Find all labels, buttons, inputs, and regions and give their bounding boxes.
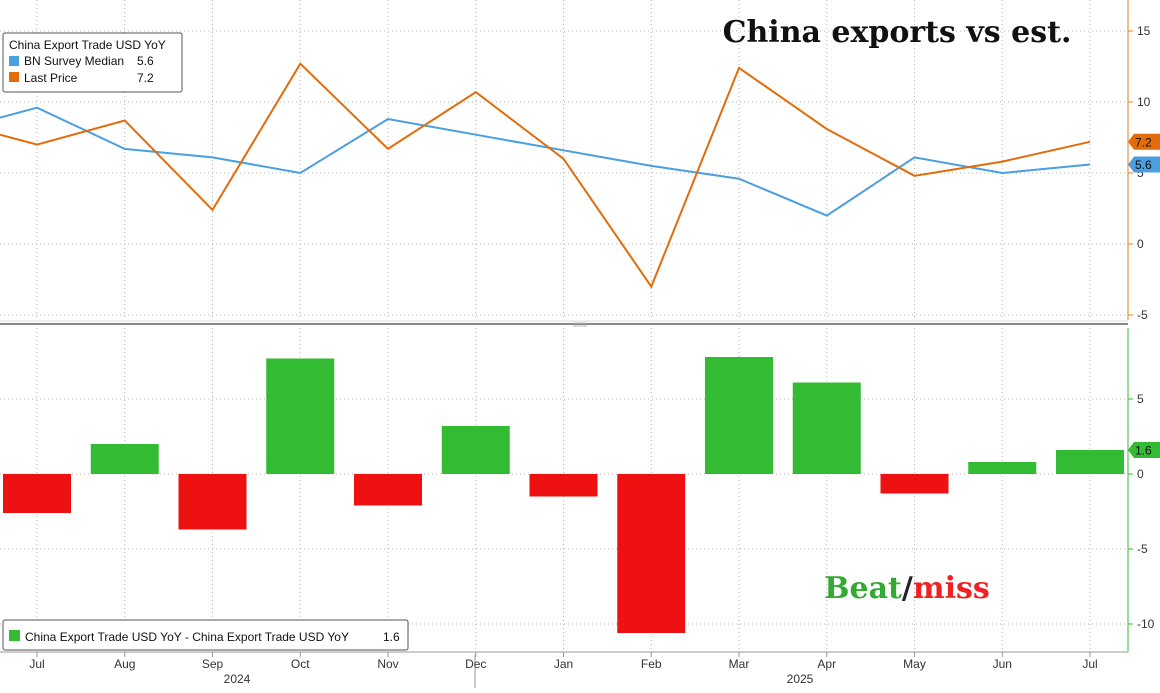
bottom-ytick-label: -10 — [1137, 617, 1155, 631]
series-point-last-price — [1088, 140, 1092, 144]
series-point-last-price — [35, 143, 39, 147]
bar-mar-8 — [705, 357, 773, 474]
x-tick-label: Jul — [1082, 657, 1097, 671]
series-point-median — [386, 117, 390, 121]
series-point-last-price — [562, 157, 566, 161]
top-ytick-label: 15 — [1137, 24, 1151, 38]
x-tick-label: May — [903, 657, 926, 671]
legend-swatch-last-price — [9, 72, 19, 82]
bar-jun-11 — [968, 462, 1037, 474]
value-badge-last-price — [1128, 133, 1160, 150]
x-axis: Jul Aug Sep Oct Nov Dec Jan Feb Mar Apr May Jun Jul — [29, 652, 1098, 671]
bottom-legend: China Export Trade USD YoY - China Expor… — [2, 619, 409, 651]
x-tick-label: Oct — [291, 657, 310, 671]
year-label-2024: 2024 — [224, 672, 251, 686]
value-badge-diff — [1128, 442, 1160, 458]
bottom-panel: 5 0 -5 -10 1.6 — [3, 357, 1160, 633]
legend-label-diff: China Export Trade USD YoY - China Expor… — [25, 630, 349, 644]
bottom-ytick-label: 5 — [1137, 392, 1144, 406]
legend-label-last-price: Last Price — [24, 71, 78, 85]
bottom-ytick-label: 0 — [1137, 467, 1144, 481]
bottom-legend-box — [2, 619, 409, 651]
value-badge-median — [1128, 156, 1160, 173]
bar-jul-12 — [1056, 450, 1124, 474]
top-legend-box — [2, 32, 183, 93]
series-point-median — [1088, 162, 1092, 166]
bottom-ytick-label: -5 — [1137, 542, 1148, 556]
legend-value-last-price: 7.2 — [137, 71, 154, 85]
top-legend-title: China Export Trade USD YoY — [9, 38, 166, 52]
year-label-2025: 2025 — [787, 672, 814, 686]
series-point-last-price — [913, 174, 917, 178]
x-tick-label: Dec — [465, 657, 486, 671]
series-point-median — [298, 171, 302, 175]
top-panel: 15 10 5 0 -5 5.6 7.2 — [0, 24, 1160, 322]
series-point-last-price — [211, 208, 215, 212]
series-point-median — [825, 214, 829, 218]
series-point-last-price — [737, 66, 741, 70]
legend-value-median: 5.6 — [137, 54, 154, 68]
x-tick-label: Feb — [641, 657, 662, 671]
bottom-chart-title: Beat/miss — [824, 571, 990, 606]
series-point-last-price — [474, 90, 478, 94]
series-point-last-price — [825, 127, 829, 131]
top-ytick-label: -5 — [1137, 308, 1148, 322]
x-tick-label: Nov — [377, 657, 398, 671]
legend-label-median: BN Survey Median — [24, 54, 124, 68]
legend-value-diff: 1.6 — [383, 630, 400, 644]
legend-swatch-diff — [9, 630, 20, 641]
series-point-last-price — [649, 285, 653, 289]
series-point-median — [1000, 171, 1004, 175]
series-point-median — [562, 148, 566, 152]
x-tick-label: Mar — [729, 657, 750, 671]
bar-jul-0 — [3, 474, 71, 513]
bar-nov-4 — [354, 474, 422, 506]
title-miss: miss — [913, 571, 990, 606]
bar-sep-2 — [178, 474, 247, 530]
x-tick-label: Jun — [993, 657, 1012, 671]
top-ytick-label: 0 — [1137, 237, 1144, 251]
series-point-last-price — [298, 62, 302, 66]
x-tick-label: Sep — [202, 657, 224, 671]
series-point-median — [649, 164, 653, 168]
value-badge-label-last-price: 7.2 — [1135, 135, 1152, 149]
series-point-last-price — [1000, 160, 1004, 164]
top-ytick-label: 10 — [1137, 95, 1151, 109]
value-badge-label-median: 5.6 — [1135, 158, 1152, 172]
bar-oct-3 — [266, 358, 335, 474]
x-tick-label: Apr — [817, 657, 836, 671]
series-point-median — [474, 133, 478, 137]
title-slash: / — [902, 571, 913, 606]
series-point-median — [123, 147, 127, 151]
top-ytick-label: 5 — [1137, 166, 1144, 180]
value-badge-label-diff: 1.6 — [1135, 444, 1152, 458]
series-point-last-price — [123, 118, 127, 122]
series-point-median — [35, 106, 39, 110]
bar-dec-5 — [441, 426, 510, 474]
bar-jan-6 — [529, 474, 598, 497]
x-tick-label: Jan — [554, 657, 573, 671]
series-point-median — [737, 177, 741, 181]
bar-aug-1 — [90, 444, 159, 474]
top-legend: China Export Trade USD YoY BN Survey Med… — [2, 32, 183, 93]
series-point-median — [913, 155, 917, 159]
series-point-last-price — [386, 147, 390, 151]
x-tick-label: Aug — [114, 657, 135, 671]
top-chart-title: China exports vs est. — [723, 15, 1072, 50]
bar-apr-9 — [792, 382, 861, 474]
x-tick-label: Jul — [29, 657, 44, 671]
bar-feb-7 — [617, 474, 686, 633]
title-beat: Beat — [824, 571, 902, 606]
bar-may-10 — [880, 474, 949, 494]
legend-swatch-median — [9, 56, 19, 66]
series-line-last-price — [0, 62, 1091, 289]
series-point-median — [211, 155, 215, 159]
